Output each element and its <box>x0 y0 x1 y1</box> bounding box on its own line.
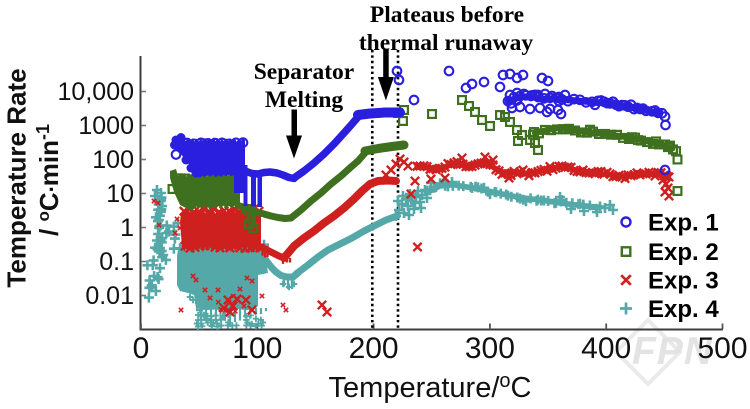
svg-text:1: 1 <box>120 214 134 242</box>
svg-text:100: 100 <box>92 146 134 174</box>
svg-text:Exp. 2: Exp. 2 <box>648 239 719 266</box>
svg-text:0.1: 0.1 <box>99 248 134 276</box>
svg-text:Exp. 4: Exp. 4 <box>648 296 719 323</box>
svg-text:1000: 1000 <box>78 112 134 140</box>
svg-text:200: 200 <box>349 332 399 365</box>
svg-text:Temperature/oC: Temperature/oC <box>329 370 532 404</box>
svg-text:Separator: Separator <box>254 59 355 85</box>
svg-text:10: 10 <box>106 180 134 208</box>
svg-text:0: 0 <box>133 332 150 365</box>
svg-text:100: 100 <box>232 332 282 365</box>
svg-text:500: 500 <box>697 332 747 365</box>
svg-text:Exp. 1: Exp. 1 <box>648 210 719 237</box>
svg-text:Exp. 3: Exp. 3 <box>648 268 719 295</box>
svg-text:400: 400 <box>581 332 631 365</box>
svg-text:FPN: FPN <box>632 330 713 373</box>
svg-text:10,000: 10,000 <box>58 78 134 106</box>
svg-text:Melting: Melting <box>265 87 344 113</box>
svg-text:0.01: 0.01 <box>85 282 134 310</box>
svg-text:Temperature Rate: Temperature Rate <box>2 68 32 287</box>
svg-text:300: 300 <box>465 332 515 365</box>
svg-text:Plateaus before: Plateaus before <box>370 2 524 28</box>
